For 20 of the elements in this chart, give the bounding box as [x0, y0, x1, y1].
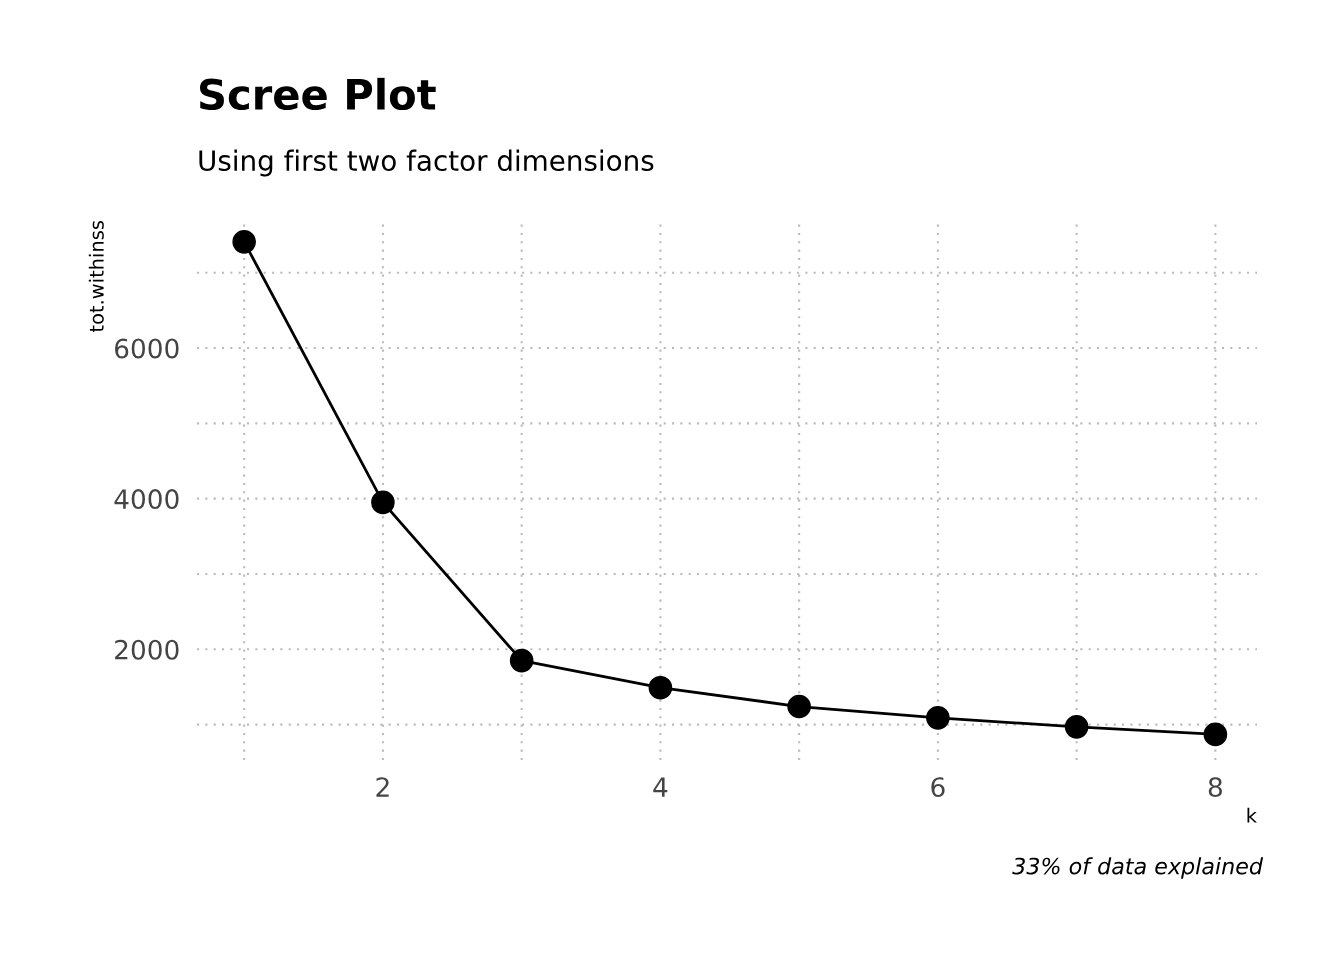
text: 33% of data explained: [1012, 857, 1264, 879]
y-tick-label: 2000: [115, 639, 179, 660]
x-axis-title: k: [1247, 807, 1257, 823]
x-tick-label: 2: [376, 777, 389, 797]
chart-title: Scree Plot: [199, 77, 436, 111]
point: [1064, 715, 1089, 739]
point: [371, 490, 395, 515]
y-axis-title: tot.withinss: [88, 220, 104, 333]
point: [509, 648, 534, 673]
y-tick-label: 4000: [114, 489, 179, 510]
x-tick-label: 4: [653, 777, 668, 797]
chart-subtitle: Using first two factor dimensions: [199, 149, 654, 177]
point: [232, 230, 256, 254]
point: [1203, 722, 1228, 747]
x-tick-label: 8: [1208, 777, 1222, 798]
point: [648, 675, 673, 700]
y-tick-label: 6000: [115, 338, 179, 359]
point: [787, 694, 811, 719]
point: [926, 706, 950, 730]
x-tick-label: 6: [931, 777, 945, 798]
